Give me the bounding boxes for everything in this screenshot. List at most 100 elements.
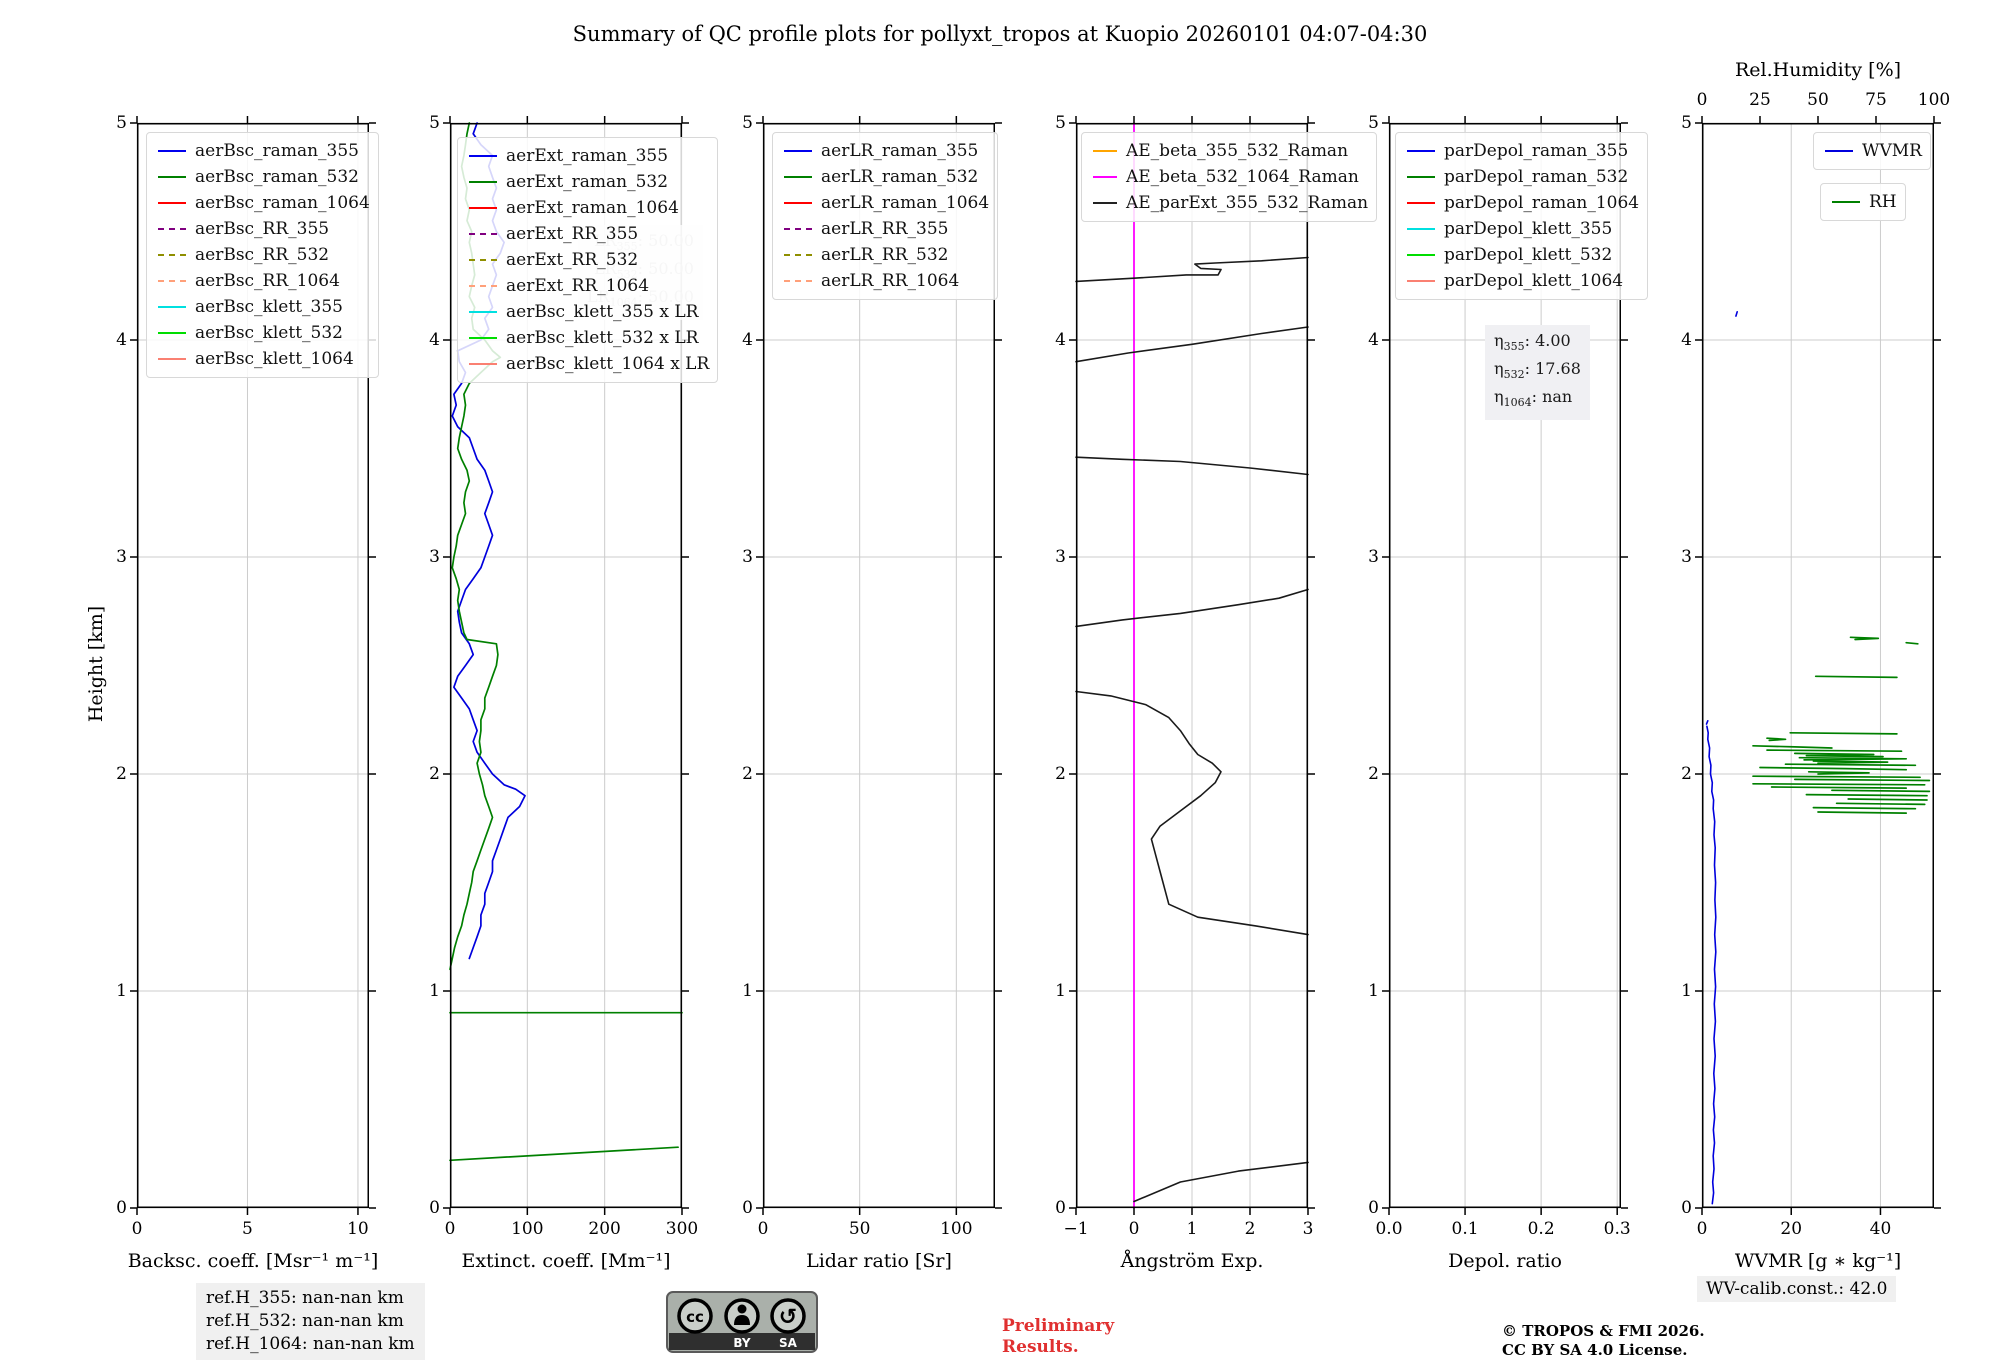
- y-tick-label: 4: [1681, 330, 1692, 350]
- x-tick-label: 200: [588, 1219, 621, 1239]
- y-tick-label: 5: [1368, 113, 1379, 133]
- legend-label: aerBsc_raman_1064: [195, 193, 370, 213]
- legend-line-sample: [784, 150, 812, 152]
- legend-item: aerBsc_raman_355: [155, 138, 370, 164]
- eta-annotation-line: η1064: nan: [1494, 387, 1573, 410]
- chart-title: Summary of QC profile plots for pollyxt_…: [572, 22, 1428, 46]
- x-tick-label: 100: [511, 1219, 544, 1239]
- series-RH: [1793, 752, 1884, 758]
- legend-extinction: aerExt_raman_355 aerExt_raman_532 aerExt_r…: [457, 137, 719, 383]
- series-AE-parExt-355-532-Raman: [1075, 256, 1309, 283]
- series-WVMR: [1735, 311, 1739, 317]
- x-tick-label: 0.3: [1603, 1219, 1631, 1239]
- series-RH: [1784, 763, 1917, 767]
- axes-frame: [137, 123, 369, 1208]
- legend-item: parDepol_raman_1064: [1404, 190, 1639, 216]
- axes-frame: [763, 123, 995, 1208]
- cc-sa-label: SA: [779, 1336, 798, 1350]
- legend-label: aerExt_RR_532: [506, 250, 639, 270]
- series-AE-parExt-355-532-Raman: [1133, 1161, 1309, 1203]
- person-icon-head: [737, 1304, 747, 1314]
- cc-icon: [677, 1298, 713, 1334]
- legend-item: aerBsc_RR_532: [155, 242, 370, 268]
- legend-item: aerLR_raman_355: [781, 138, 989, 164]
- ref-heights-box: ref.H_355: nan-nan km ref.H_532: nan-nan…: [196, 1283, 425, 1360]
- legend-depol: parDepol_raman_355 parDepol_raman_532 parD…: [1395, 132, 1649, 300]
- legend-label: aerBsc_RR_1064: [195, 271, 340, 291]
- y-tick-label: 2: [1055, 764, 1066, 784]
- x-tick-label: 0: [1128, 1219, 1140, 1239]
- y-tick-label: 3: [429, 547, 440, 567]
- x-tick-label: 0.2: [1527, 1219, 1555, 1239]
- x-axis-label: Backsc. coeff. [Msr⁻¹ m⁻¹]: [127, 1250, 379, 1272]
- legend-line-sample: [469, 155, 497, 157]
- chart-canvas-angstrom: [1069, 116, 1315, 1215]
- series-AE-parExt-355-532-Raman: [1075, 690, 1309, 936]
- legend-item: AE_beta_355_532_Raman: [1090, 138, 1368, 164]
- legend-label: aerBsc_raman_355: [195, 141, 359, 161]
- top-axis-tick-label: 75: [1865, 90, 1887, 110]
- x-tick-label: 3: [1302, 1219, 1314, 1239]
- legend-label: parDepol_raman_1064: [1444, 193, 1640, 213]
- legend-label: aerBsc_RR_355: [195, 219, 330, 239]
- legend-item: aerLR_RR_1064: [781, 268, 989, 294]
- x-axis-label: Ångström Exp.: [1120, 1250, 1264, 1272]
- x-tick-label: 100: [940, 1219, 973, 1239]
- series-RH: [1770, 786, 1908, 789]
- copyright-note: © TROPOS & FMI 2026. CC BY SA 4.0 Licens…: [1502, 1322, 1705, 1360]
- x-tick-label: 0: [757, 1219, 769, 1239]
- legend-item: aerBsc_raman_1064: [155, 190, 370, 216]
- legend-line-sample: [158, 202, 186, 204]
- legend-line-sample: [469, 233, 497, 235]
- y-tick-label: 5: [1681, 113, 1692, 133]
- series-RH: [1817, 811, 1908, 814]
- y-tick-label: 2: [429, 764, 440, 784]
- legend-rh: RH: [1820, 183, 1906, 221]
- legend-label: aerLR_RR_532: [821, 245, 949, 265]
- y-tick-label: 1: [742, 981, 753, 1001]
- legend-item: RH: [1829, 189, 1897, 215]
- y-tick-label: 0: [1681, 1198, 1692, 1218]
- x-tick-label: 2: [1244, 1219, 1256, 1239]
- legend-label: aerBsc_klett_355: [195, 297, 343, 317]
- legend-label: aerExt_raman_355: [506, 146, 669, 166]
- series-RH: [1766, 749, 1903, 753]
- cc-badge-strip: [669, 1333, 815, 1350]
- legend-line-sample: [469, 311, 497, 313]
- legend-label: aerBsc_klett_532 x LR: [506, 328, 699, 348]
- x-tick-label: 10: [347, 1219, 369, 1239]
- legend-item: parDepol_raman_532: [1404, 164, 1639, 190]
- legend-line-sample: [784, 228, 812, 230]
- ref-height-line: ref.H_1064: nan-nan km: [206, 1334, 415, 1354]
- legend-label: WVMR: [1862, 141, 1922, 161]
- series-RH: [1789, 731, 1898, 735]
- legend-label: parDepol_klett_532: [1444, 245, 1613, 265]
- legend-label: aerExt_raman_1064: [506, 198, 679, 218]
- series-RH: [1835, 802, 1926, 806]
- series-WVMR: [1706, 725, 1717, 1205]
- legend-label: AE_beta_532_1064_Raman: [1126, 167, 1359, 187]
- legend-label: aerExt_raman_532: [506, 172, 669, 192]
- legend-line-sample: [1407, 202, 1435, 204]
- series-RH: [1759, 766, 1908, 771]
- series-RH: [1798, 756, 1908, 761]
- x-tick-label: 0: [444, 1219, 456, 1239]
- x-tick-label: 5: [242, 1219, 253, 1239]
- y-tick-label: 5: [1055, 113, 1066, 133]
- x-axis-label: Lidar ratio [Sr]: [806, 1250, 952, 1272]
- series-RH: [1752, 775, 1921, 779]
- legend-label: aerExt_RR_355: [506, 224, 639, 244]
- cc-license-badge: cc ↺ BY SA: [666, 1291, 818, 1353]
- x-tick-label: 300: [665, 1219, 699, 1239]
- legend-item: aerLR_RR_532: [781, 242, 989, 268]
- legend-label: parDepol_raman_355: [1444, 141, 1629, 161]
- legend-item: aerExt_raman_1064: [466, 195, 709, 221]
- y-tick-label: 1: [116, 981, 127, 1001]
- legend-line-sample: [784, 176, 812, 178]
- legend-line-sample: [469, 337, 497, 339]
- legend-line-sample: [1407, 150, 1435, 152]
- series-RH: [1752, 782, 1926, 786]
- legend-label: aerBsc_RR_532: [195, 245, 330, 265]
- legend-item: AE_parExt_355_532_Raman: [1090, 190, 1368, 216]
- series-RH: [1814, 675, 1898, 679]
